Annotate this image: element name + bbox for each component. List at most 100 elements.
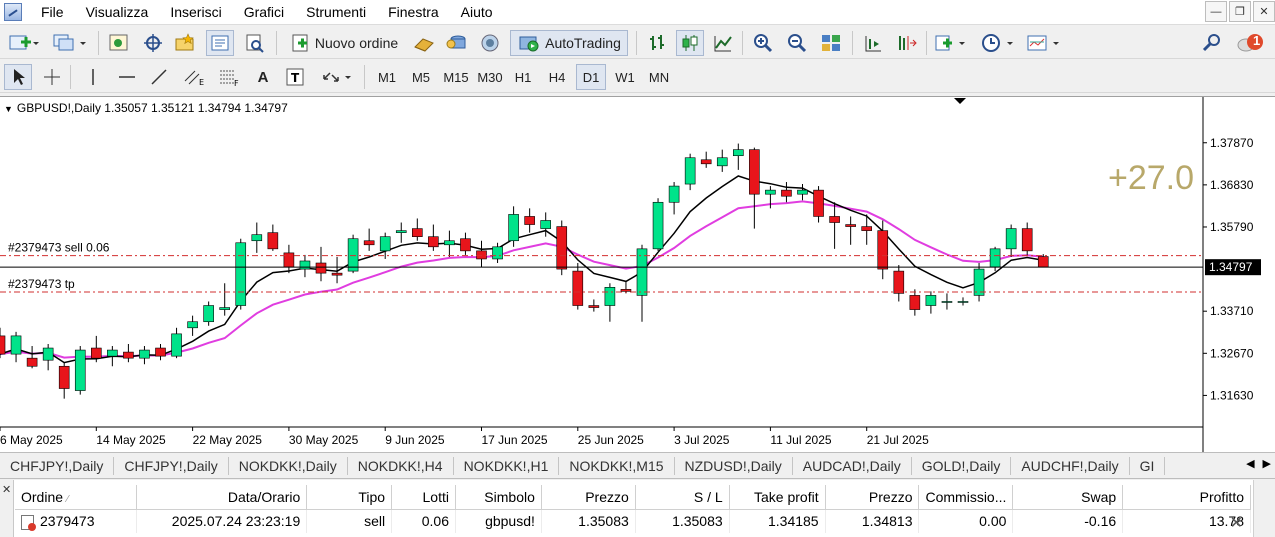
favorites-button[interactable] [172,30,198,56]
tab-right-arrow-icon[interactable]: ▶ [1262,458,1271,470]
chart-tab[interactable]: NOKDKK!,M15 [559,456,675,475]
svg-text:T: T [291,71,300,85]
menu-insert[interactable]: Inserisci [170,3,222,20]
collapse-triangle-icon[interactable]: ▼ [4,104,13,114]
line-chart-button[interactable] [710,30,736,56]
minimize-icon[interactable]: — [1205,1,1227,22]
chart-tab[interactable]: AUDCAD!,Daily [793,456,912,475]
tab-left-arrow-icon[interactable]: ◀ [1246,458,1255,470]
tile-windows-button[interactable] [818,30,844,56]
column-header[interactable]: Simbolo [455,485,542,510]
chart-tab[interactable]: AUDCHF!,Daily [1011,456,1130,475]
gold-bars-button[interactable] [410,30,438,56]
close-panel-icon[interactable]: ✕ [2,484,12,496]
horizontal-line-button[interactable] [114,64,140,90]
signals-button[interactable] [442,30,470,56]
arrows-button[interactable] [318,64,356,90]
chart-tab[interactable]: CHFJPY!,Daily [0,456,115,475]
menu-help[interactable]: Aiuto [460,3,493,20]
column-header[interactable]: Take profit [729,485,826,510]
new-order-button[interactable]: Nuovo ordine [282,30,406,56]
trendline-button[interactable] [146,64,172,90]
chart-canvas[interactable]: #2379473 sell 0.06 #2379473 tp 1.37870 1.36… [0,97,1275,452]
chart-tab[interactable]: GOLD!,Daily [912,456,1012,475]
candle-body [283,252,295,268]
column-header[interactable]: Prezzo [825,485,920,510]
candle-body [588,305,600,308]
chart-tab[interactable]: CHFJPY!,Daily [114,456,229,475]
column-header[interactable]: Tipo [306,485,393,510]
periods-button[interactable] [978,30,1018,56]
menu-file[interactable]: File [41,3,64,20]
chart-tab[interactable]: NOKDKK!,Daily [229,456,348,475]
timeframe-m15[interactable]: M15 [443,69,469,85]
zoom-out-button[interactable] [784,30,810,56]
column-header[interactable]: Ordine ⁄ [15,485,138,510]
vertical-line-button[interactable] [80,64,106,90]
menu-tools[interactable]: Strumenti [306,3,367,20]
notifications-button[interactable]: 1 [1234,30,1268,56]
menu-charts[interactable]: Grafici [243,3,285,20]
bar-chart-button[interactable] [644,30,670,56]
crosshair-tool-button[interactable] [140,30,166,56]
crosshair-draw-button[interactable] [38,64,66,90]
timeframe-m30[interactable]: M30 [477,69,503,85]
candle-body [10,335,22,355]
column-header[interactable]: Data/Orario [136,485,308,510]
autotrading-button[interactable]: AutoTrading [510,30,628,56]
chart-tab[interactable]: GI [1130,456,1166,475]
candle-body [444,240,455,246]
close-icon[interactable]: ✕ [1253,1,1275,22]
text-tool-button[interactable]: A [250,64,276,90]
x-tick-label: 14 May 2025 [96,433,166,447]
timeframe-mn[interactable]: MN [648,69,670,85]
timeframe-h4[interactable]: H4 [548,69,566,85]
fibonacci-button[interactable]: F [214,64,244,90]
profiles-button[interactable] [50,30,90,56]
candlestick-chart-button[interactable] [676,30,704,56]
templates-button[interactable] [1024,30,1064,56]
line-chart-icon [714,36,732,52]
market-watch-button[interactable] [106,30,132,56]
order-sl-cell: 1.35083 [635,509,730,533]
close-order-icon[interactable]: ✕ [1229,515,1243,532]
market-button[interactable] [476,30,504,56]
menu-view[interactable]: Visualizza [85,3,149,20]
timeframe-d1[interactable]: D1 [576,64,606,90]
new-chart-button[interactable] [6,30,42,56]
equidistant-channel-button[interactable]: E [180,64,210,90]
navigator-button[interactable] [206,30,234,56]
search-button[interactable] [1198,30,1226,56]
table-row[interactable]: 2379473 2025.07.24 23:23:19 sell 0.06 gb… [15,509,1251,533]
chart-tab[interactable]: NOKDKK!,H1 [454,456,560,475]
menu-window[interactable]: Finestra [388,3,439,20]
price-chart[interactable]: #2379473 sell 0.06 #2379473 tp 1.37870 1.36… [0,96,1275,452]
table-scrollbar[interactable] [1253,480,1275,537]
column-header[interactable]: Commissio... [918,485,1014,510]
timeframe-h1[interactable]: H1 [514,69,532,85]
terminal-button[interactable] [242,30,268,56]
column-header[interactable]: Lotti [391,485,456,510]
column-header[interactable]: Profitto [1122,485,1251,510]
chart-tab[interactable]: NZDUSD!,Daily [675,456,793,475]
chart-tab[interactable]: NOKDKK!,H4 [348,456,454,475]
text-label-button[interactable]: T [282,64,310,90]
candle-body [139,349,150,359]
column-header[interactable]: S / L [635,485,730,510]
indicators-button[interactable] [932,30,970,56]
candle-body [235,242,247,306]
candle-body [749,149,760,195]
chart-shift-button[interactable] [860,30,886,56]
zoom-in-button[interactable] [750,30,776,56]
candle-body [347,238,359,272]
gold-bars-icon [414,38,434,52]
timeframe-m1[interactable]: M1 [377,69,397,85]
restore-icon[interactable]: ❐ [1229,1,1251,22]
autoscroll-button[interactable] [892,30,920,56]
cursor-tool-button[interactable] [4,64,32,90]
column-header[interactable]: Swap [1012,485,1124,510]
orders-table: Ordine ⁄ Data/Orario Tipo Lotti Simbolo … [15,485,1251,533]
column-header[interactable]: Prezzo [541,485,636,510]
timeframe-w1[interactable]: W1 [615,69,635,85]
timeframe-m5[interactable]: M5 [411,69,431,85]
